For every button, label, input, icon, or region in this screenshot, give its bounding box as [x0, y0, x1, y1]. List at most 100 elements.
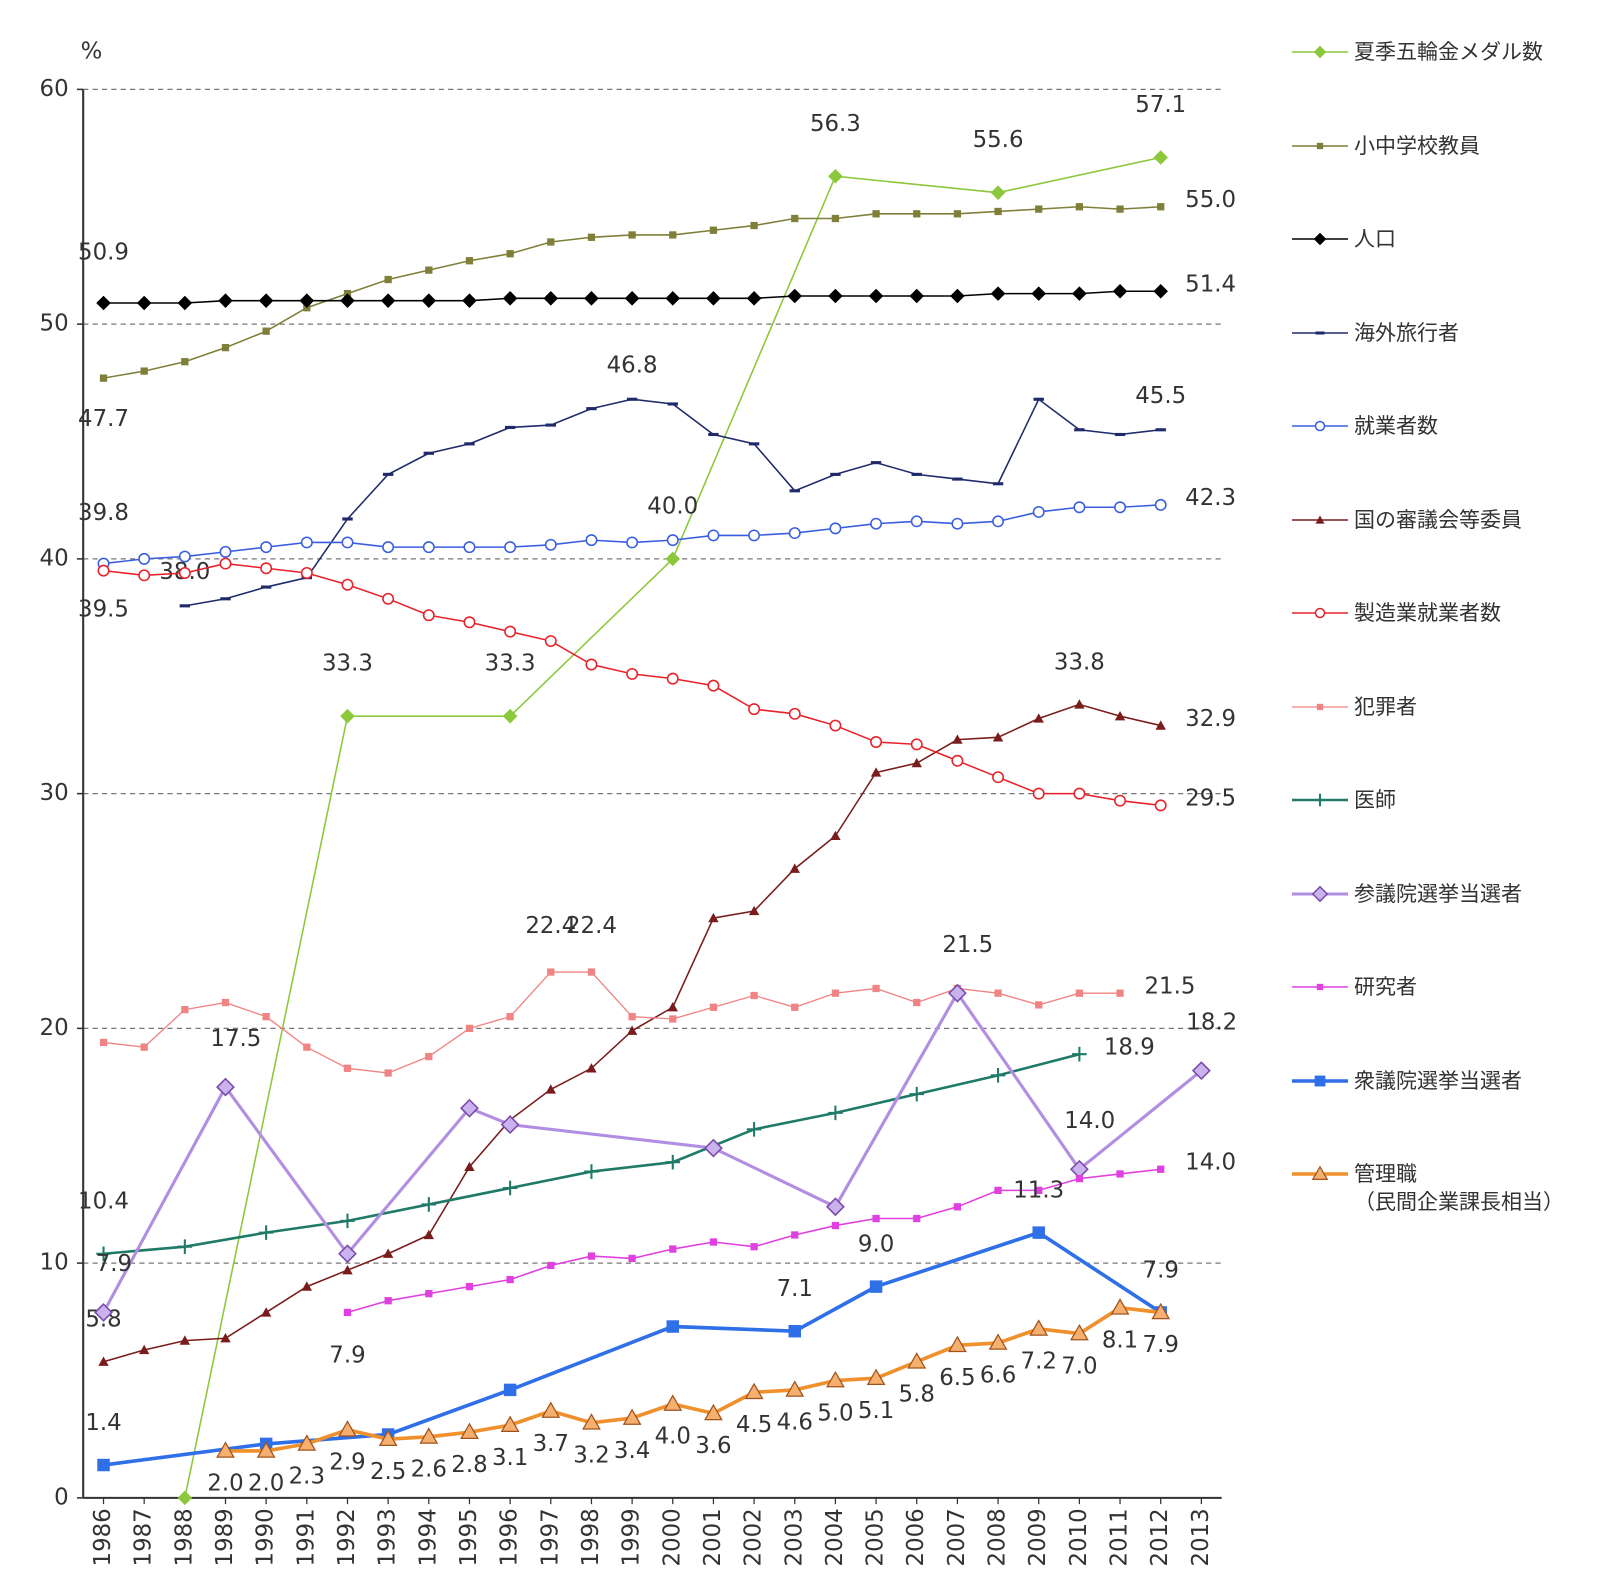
marker — [910, 515, 923, 528]
marker — [340, 708, 355, 724]
data-label: 7.0 — [1061, 1353, 1097, 1379]
marker — [953, 1203, 962, 1211]
marker — [382, 592, 395, 605]
legend-swatch — [1292, 45, 1348, 59]
marker — [791, 1003, 799, 1011]
data-label: 1.4 — [85, 1410, 121, 1436]
marker — [425, 1290, 433, 1298]
marker — [785, 1380, 805, 1397]
marker — [1313, 232, 1327, 246]
data-label: 55.0 — [1185, 187, 1236, 213]
marker — [504, 541, 517, 554]
marker — [992, 771, 1005, 784]
legend-label: 研究者 — [1354, 975, 1417, 999]
marker — [465, 257, 474, 265]
legend-label: 犯罪者 — [1354, 694, 1417, 719]
marker — [706, 291, 721, 306]
marker — [218, 293, 233, 308]
marker — [460, 1422, 479, 1440]
marker — [338, 1244, 357, 1264]
legend-swatch — [1292, 331, 1348, 334]
marker — [748, 529, 761, 542]
legend-swatch — [1292, 793, 1348, 807]
legend-item: 医師 — [1290, 786, 1396, 814]
marker — [869, 1280, 883, 1293]
series: 10.4 18.9 — [78, 1034, 1155, 1262]
data-label: 47.7 — [78, 406, 129, 432]
legend-label: 国の審議会等委員 — [1354, 507, 1522, 532]
marker — [380, 293, 396, 308]
marker — [913, 1214, 921, 1223]
marker — [1157, 1165, 1165, 1173]
marker — [1035, 1186, 1043, 1195]
marker — [1316, 142, 1324, 149]
marker — [750, 221, 758, 230]
series: 2.0 2.0 2.32.9 2.5 2.6 2.8 3.13.7 3.2 3.44.0 3.64… — [207, 1298, 1179, 1497]
marker — [256, 1441, 276, 1458]
marker — [419, 1427, 439, 1444]
data-label: 4.5 — [736, 1412, 772, 1438]
marker — [788, 1324, 801, 1338]
legend-label: 医師 — [1354, 788, 1396, 812]
legend-item: 管理職 （民間企業課長相当） — [1290, 1160, 1564, 1216]
data-label: 45.5 — [1135, 383, 1186, 409]
marker — [582, 1413, 601, 1430]
marker — [907, 1352, 927, 1369]
x-tick-label: 1989 — [212, 1508, 238, 1566]
data-label: 3.2 — [573, 1443, 609, 1469]
x-tick-label: 1991 — [293, 1508, 319, 1566]
marker — [626, 536, 639, 549]
marker — [666, 534, 679, 547]
marker — [422, 609, 435, 622]
marker — [626, 667, 639, 680]
marker — [260, 562, 273, 575]
legend-item: 製造業就業者数 — [1290, 599, 1501, 627]
data-label: 10.4 — [78, 1188, 129, 1214]
data-label: 3.7 — [533, 1431, 569, 1457]
data-label: 5.8 — [899, 1381, 935, 1407]
x-tick-label: 1987 — [131, 1508, 157, 1566]
marker — [870, 517, 883, 530]
data-label: 7.9 — [1143, 1257, 1179, 1283]
marker — [181, 358, 189, 366]
marker — [1074, 699, 1085, 709]
legend-swatch — [1292, 515, 1348, 524]
line — [103, 1052, 1080, 1256]
x-tick-label: 2004 — [822, 1508, 848, 1566]
marker — [1154, 799, 1167, 812]
y-tick-label: 20 — [40, 1015, 69, 1041]
x-tick-label: 2012 — [1147, 1508, 1173, 1566]
marker — [1112, 284, 1128, 299]
marker — [1116, 205, 1124, 213]
data-label: 9.0 — [858, 1232, 894, 1258]
marker — [1069, 1323, 1089, 1341]
y-axis-label: % — [81, 38, 103, 64]
marker — [828, 1105, 843, 1121]
legend-item: 参議院選挙当選者 — [1290, 880, 1522, 908]
y-tick-label: 0 — [54, 1484, 69, 1510]
marker — [667, 1002, 678, 1012]
marker — [97, 564, 110, 577]
data-label: 55.6 — [973, 127, 1024, 153]
marker — [1315, 515, 1325, 524]
marker — [1116, 1170, 1124, 1178]
marker — [138, 1344, 150, 1355]
marker — [1075, 989, 1084, 997]
marker — [220, 1333, 231, 1343]
data-label: 39.5 — [78, 597, 129, 623]
marker — [990, 286, 1006, 301]
marker — [830, 830, 841, 841]
data-label: 18.9 — [1104, 1034, 1155, 1060]
data-label: 7.9 — [96, 1251, 132, 1277]
marker — [1316, 983, 1324, 991]
marker — [1032, 787, 1045, 800]
data-label: 18.2 — [1186, 1009, 1237, 1035]
marker — [96, 1246, 111, 1262]
legend-swatch — [1292, 703, 1348, 710]
marker — [181, 1005, 189, 1014]
data-label: 7.9 — [329, 1343, 365, 1369]
series: 5.833.832.9 — [85, 649, 1236, 1366]
data-label: 5.1 — [858, 1398, 894, 1424]
legend-swatch — [1292, 1165, 1348, 1180]
